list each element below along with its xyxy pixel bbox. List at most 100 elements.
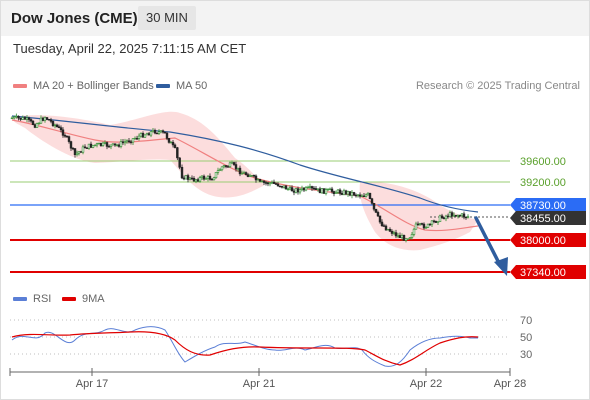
candle-body xyxy=(232,162,236,165)
candle-body xyxy=(290,187,294,192)
candle-body xyxy=(176,147,179,159)
rsi-panel: 70 50 30 xyxy=(10,315,532,367)
candlesticks xyxy=(10,113,470,243)
candle-body xyxy=(240,173,244,175)
candle-body xyxy=(362,195,366,198)
ma50-line xyxy=(11,115,479,213)
candle-body xyxy=(294,188,298,193)
candle-body xyxy=(286,188,290,191)
candle-body xyxy=(171,141,175,146)
candle-body xyxy=(91,145,95,148)
candle-body xyxy=(119,141,123,147)
candle-body xyxy=(180,166,184,179)
candle-body xyxy=(300,187,304,190)
candle-body xyxy=(242,172,246,174)
candle-body xyxy=(356,194,360,197)
legend-9ma: 9MA xyxy=(62,293,105,305)
candle-body xyxy=(278,185,282,188)
candle-body xyxy=(322,188,326,194)
candle-body xyxy=(264,182,268,184)
candle-body xyxy=(380,221,384,227)
timeframe-badge[interactable]: 30 MIN xyxy=(138,6,196,30)
candle-body xyxy=(316,188,320,190)
candle-body xyxy=(412,228,416,235)
candle-body xyxy=(236,167,240,170)
candle-body xyxy=(336,189,340,193)
candle-body xyxy=(17,115,20,119)
candle-body xyxy=(244,172,248,175)
rsi-tick-30: 30 xyxy=(520,349,532,361)
candle-body xyxy=(388,228,392,232)
candle-body xyxy=(460,213,464,216)
candle-body xyxy=(97,142,101,145)
bollinger-band-2 xyxy=(359,181,478,251)
candle-body xyxy=(125,140,129,143)
candle-body xyxy=(270,181,274,184)
candle-body xyxy=(95,143,99,146)
candle-body xyxy=(37,122,41,125)
candle-body xyxy=(71,147,75,150)
candle-body xyxy=(272,181,276,184)
candle-body xyxy=(288,187,292,190)
candle-body xyxy=(188,177,192,180)
support-2-tag xyxy=(510,265,586,279)
candle-body xyxy=(390,231,394,234)
candle-body xyxy=(440,215,444,219)
candle-body xyxy=(83,146,87,149)
candle-body xyxy=(49,119,53,122)
candle-body xyxy=(99,142,103,146)
candle-body xyxy=(224,165,228,167)
candle-body xyxy=(276,183,280,187)
forecast-arrow-shaft xyxy=(474,216,502,267)
candle-body xyxy=(414,223,418,230)
candle-body xyxy=(123,141,127,144)
candle-body xyxy=(194,179,198,182)
candle-body xyxy=(15,115,18,118)
legend-ma50-label: MA 50 xyxy=(176,80,208,92)
candle-body xyxy=(238,167,242,175)
candle-body xyxy=(55,124,59,128)
candle-body xyxy=(320,188,324,194)
candle-body xyxy=(386,228,390,231)
candle-body xyxy=(334,192,338,194)
x-axis: Apr 17 Apr 21 Apr 22 Apr 28 xyxy=(9,368,526,390)
candle-body xyxy=(352,192,356,196)
candle-body xyxy=(228,162,232,167)
legend-rsi-label: RSI xyxy=(33,293,52,305)
candle-body xyxy=(89,143,93,148)
candle-body xyxy=(25,117,29,120)
candle-body xyxy=(274,183,278,185)
candle-body xyxy=(302,187,306,191)
candle-body xyxy=(208,175,212,180)
candle-body xyxy=(378,215,382,223)
candle-body xyxy=(346,191,350,195)
candle-body xyxy=(113,143,117,146)
candle-body xyxy=(184,175,188,180)
candle-body xyxy=(372,203,376,210)
candle-body xyxy=(196,179,200,182)
candle-body xyxy=(147,133,151,136)
candle-body xyxy=(117,144,121,147)
candle-body xyxy=(246,174,250,178)
candle-body xyxy=(192,177,196,182)
candle-body xyxy=(149,131,153,136)
candle-body xyxy=(101,142,105,146)
candle-body xyxy=(137,135,141,139)
candle-body xyxy=(376,212,380,217)
candle-body xyxy=(186,175,190,180)
copyright-text: Research © 2025 Trading Central xyxy=(415,80,580,92)
legend-ma20: MA 20 + Bollinger Bands xyxy=(13,80,154,92)
candle-body xyxy=(442,217,446,220)
candle-body xyxy=(73,148,77,156)
candle-body xyxy=(45,117,49,120)
candle-body xyxy=(366,192,370,196)
candle-body xyxy=(35,123,39,128)
x-tick-label: Apr 17 xyxy=(76,378,108,390)
candle-body xyxy=(145,133,149,136)
candle-body xyxy=(374,208,378,213)
candle-body xyxy=(400,235,404,238)
bollinger-bands xyxy=(12,111,478,251)
candle-body xyxy=(167,138,171,143)
candle-body xyxy=(296,188,300,193)
